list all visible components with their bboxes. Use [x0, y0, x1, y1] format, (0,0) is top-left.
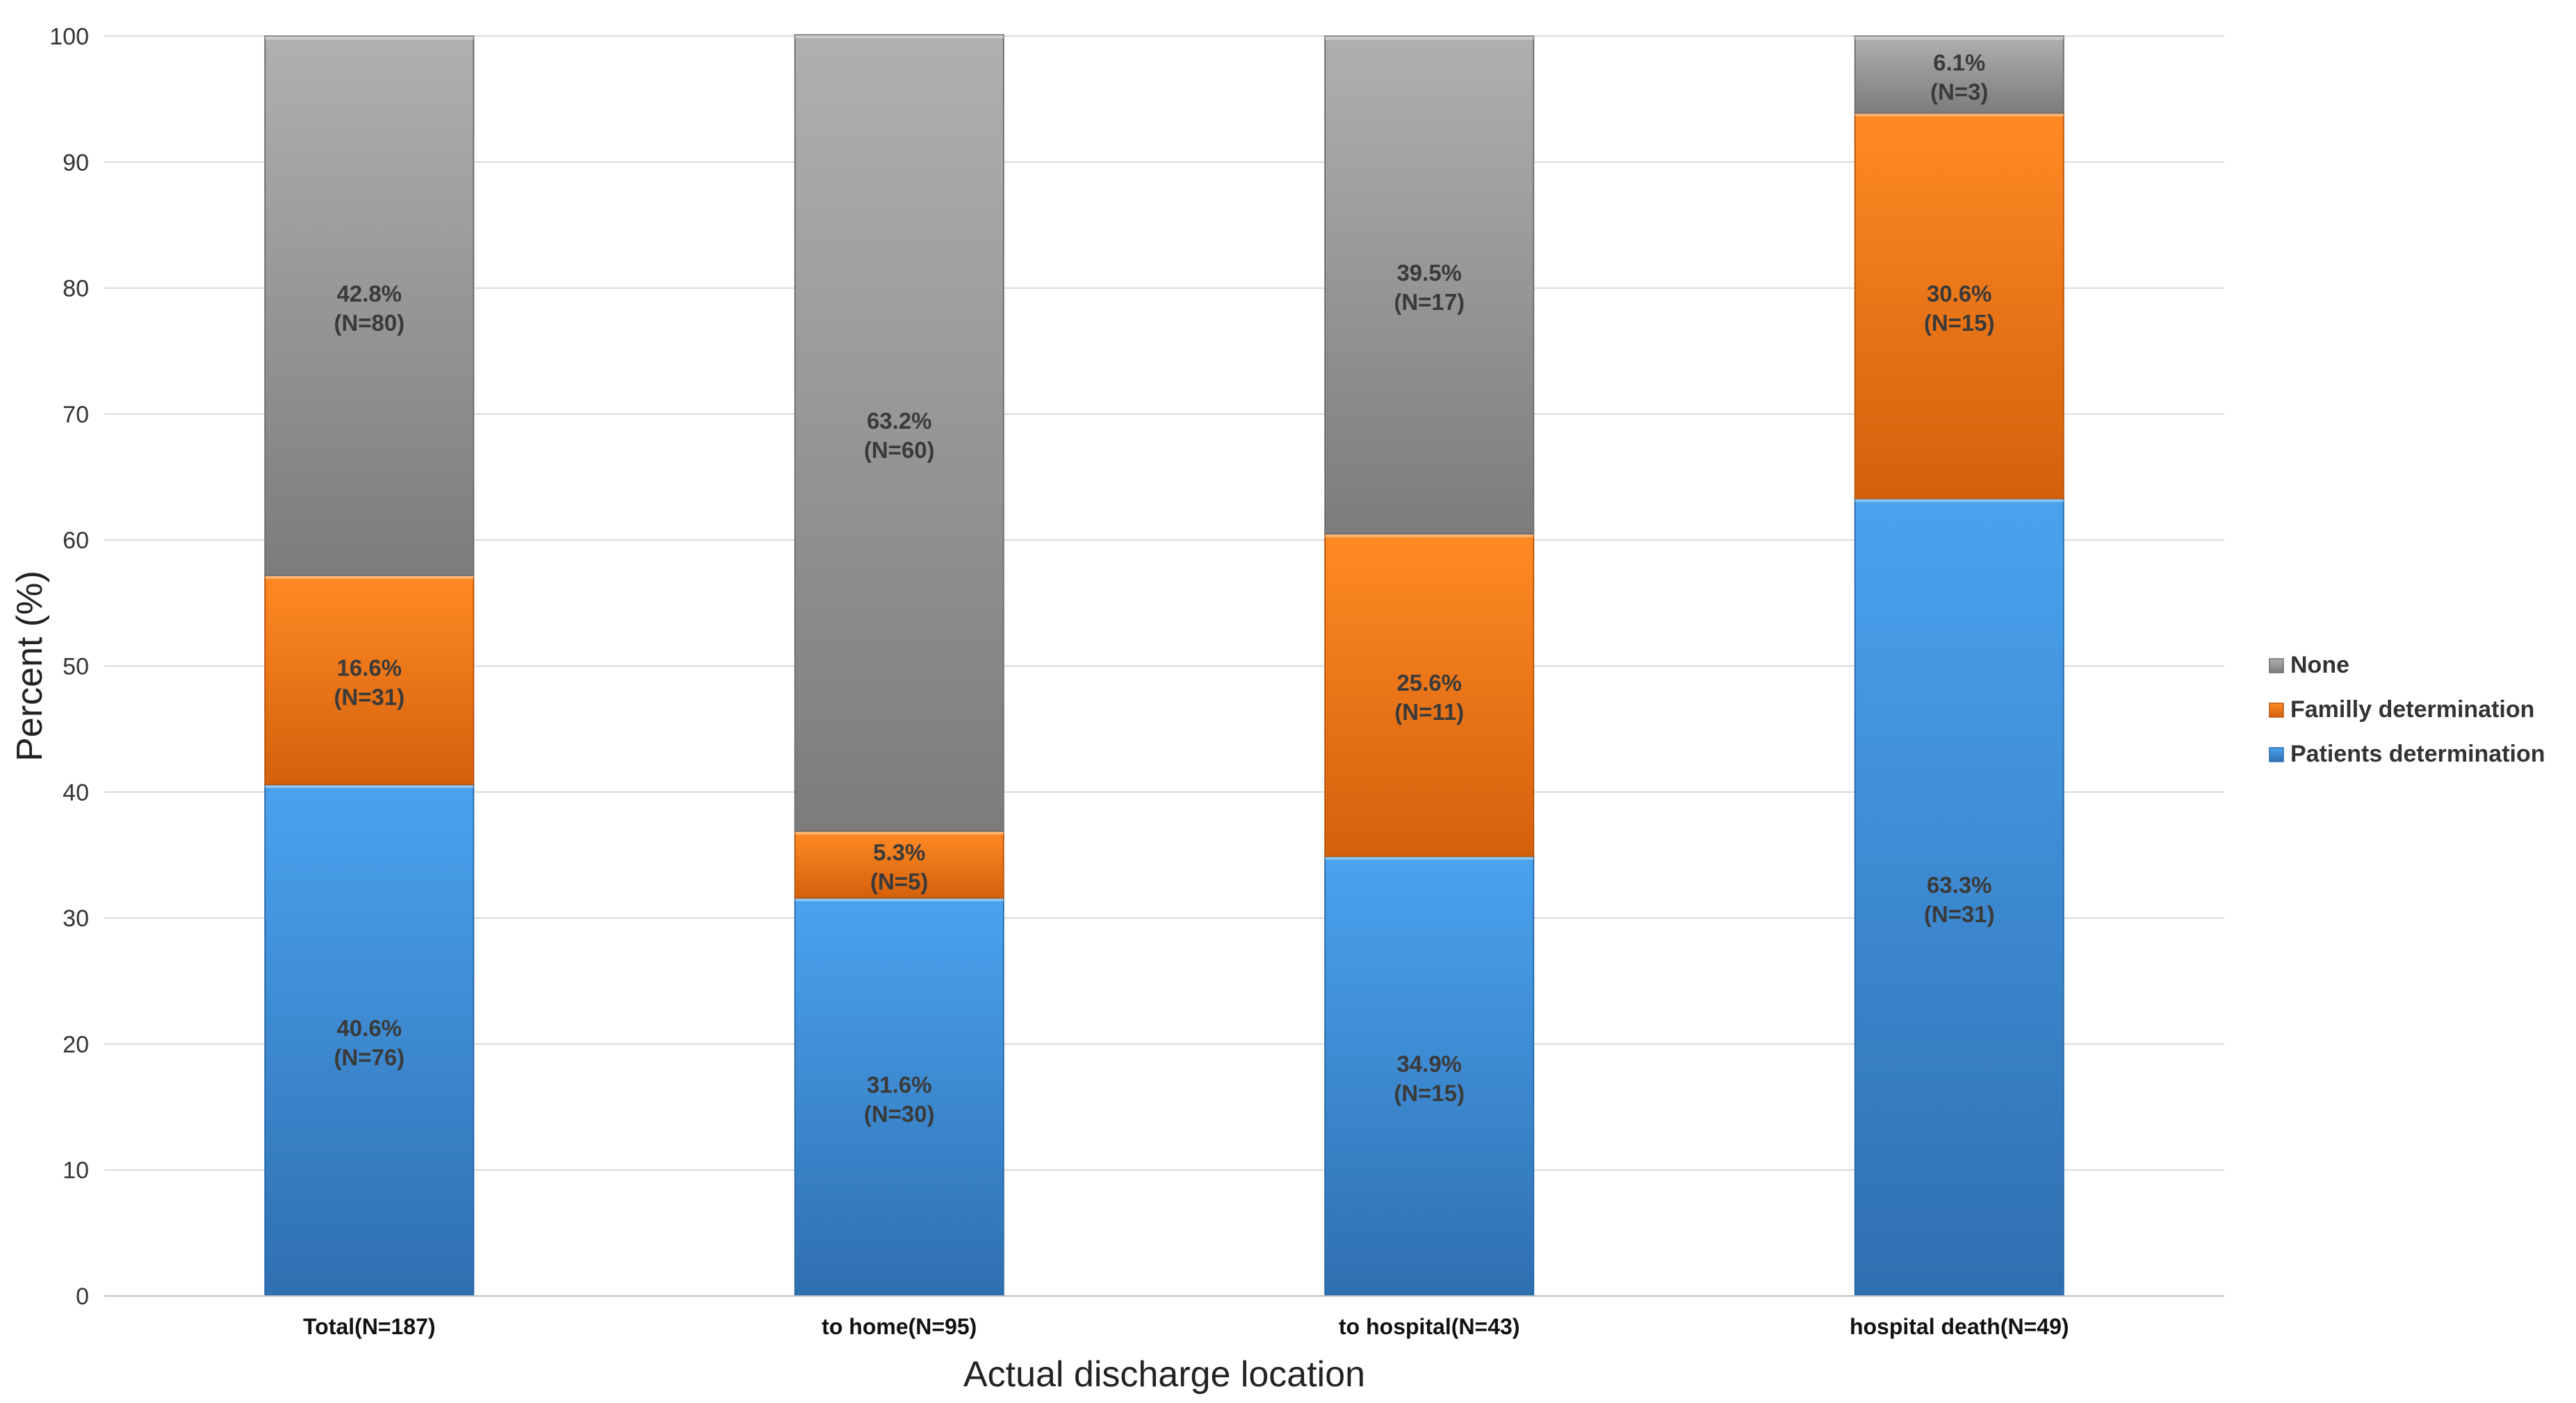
data-label-percent: 31.6%	[867, 1072, 932, 1098]
data-label-count: (N=76)	[334, 1044, 405, 1070]
data-label-count: (N=17)	[1394, 289, 1465, 315]
x-category-label: to hospital(N=43)	[1339, 1314, 1519, 1339]
data-label-count: (N=15)	[1924, 310, 1995, 336]
data-label-percent: 34.9%	[1396, 1051, 1462, 1077]
bar-segment-highlight	[794, 35, 1004, 39]
data-label-count: (N=80)	[334, 310, 405, 336]
data-label-count: (N=31)	[1924, 901, 1995, 927]
data-label-percent: 63.2%	[867, 408, 932, 434]
legend-swatch	[2269, 747, 2284, 762]
bar-segment-highlight	[265, 36, 474, 40]
bar-segment-highlight	[794, 831, 1004, 835]
y-tick-label: 100	[49, 24, 89, 50]
data-label-count: (N=5)	[870, 869, 928, 894]
bar-segment	[264, 783, 475, 1297]
bar-segment	[1854, 112, 2064, 500]
x-category-label: hospital death(N=49)	[1850, 1314, 2069, 1339]
data-label-percent: 40.6%	[336, 1015, 402, 1041]
data-label-count: (N=11)	[1394, 699, 1464, 725]
data-label-count: (N=31)	[334, 684, 405, 709]
data-label-percent: 25.6%	[1396, 670, 1462, 696]
y-tick-label: 10	[63, 1158, 89, 1184]
y-tick-label: 60	[63, 527, 89, 554]
bar-segment	[1854, 498, 2064, 1297]
y-tick-label: 90	[63, 149, 89, 176]
data-label-percent: 30.6%	[1927, 281, 1992, 306]
bar-segment	[794, 897, 1004, 1297]
y-tick-label: 80	[63, 276, 89, 302]
bar-segment-highlight	[1325, 534, 1534, 538]
bar-segment	[264, 574, 475, 785]
y-tick-label: 50	[63, 654, 89, 680]
legend-label: None	[2290, 652, 2349, 678]
bar-segment	[794, 830, 1004, 899]
bar-segment-highlight	[1854, 36, 2064, 40]
data-label-percent: 63.3%	[1927, 872, 1992, 898]
data-label-count: (N=3)	[1930, 79, 1988, 104]
bar-segment-highlight	[1325, 36, 1534, 40]
y-tick-label: 40	[63, 780, 89, 806]
data-label-count: (N=15)	[1394, 1081, 1465, 1106]
bar-segment	[264, 35, 475, 576]
legend-swatch	[2269, 658, 2284, 673]
bar-segment-highlight	[1854, 498, 2064, 502]
legend-label: Patients determination	[2290, 741, 2545, 767]
y-tick-label: 0	[76, 1283, 89, 1310]
bar-segment	[1324, 855, 1535, 1297]
bar-segment	[1854, 35, 2064, 114]
x-category-label: to home(N=95)	[822, 1314, 977, 1339]
y-tick-label: 70	[63, 402, 89, 428]
y-axis-title: Percent (%)	[10, 571, 50, 762]
x-category-label: Total(N=187)	[303, 1314, 436, 1339]
legend-label: Familly determination	[2290, 696, 2534, 723]
data-label-percent: 6.1%	[1933, 49, 1985, 75]
bar-segment-highlight	[1325, 856, 1534, 860]
y-tick-label: 20	[63, 1031, 89, 1058]
bar-segment-highlight	[265, 784, 474, 788]
data-label-percent: 16.6%	[336, 655, 402, 680]
y-tick-label: 30	[63, 905, 89, 932]
bar-segment-highlight	[1854, 113, 2064, 117]
data-label-percent: 42.8%	[336, 281, 402, 306]
bar-segment-highlight	[265, 575, 474, 579]
bar-segment-highlight	[794, 898, 1004, 902]
x-axis-title: Actual discharge location	[963, 1354, 1365, 1395]
data-label-count: (N=60)	[864, 437, 935, 463]
bar-segment	[1324, 35, 1535, 535]
legend-swatch	[2269, 703, 2284, 718]
data-label-percent: 39.5%	[1396, 260, 1462, 286]
bar-segment	[794, 34, 1004, 832]
data-label-percent: 5.3%	[873, 839, 925, 865]
data-label-count: (N=30)	[864, 1101, 935, 1127]
